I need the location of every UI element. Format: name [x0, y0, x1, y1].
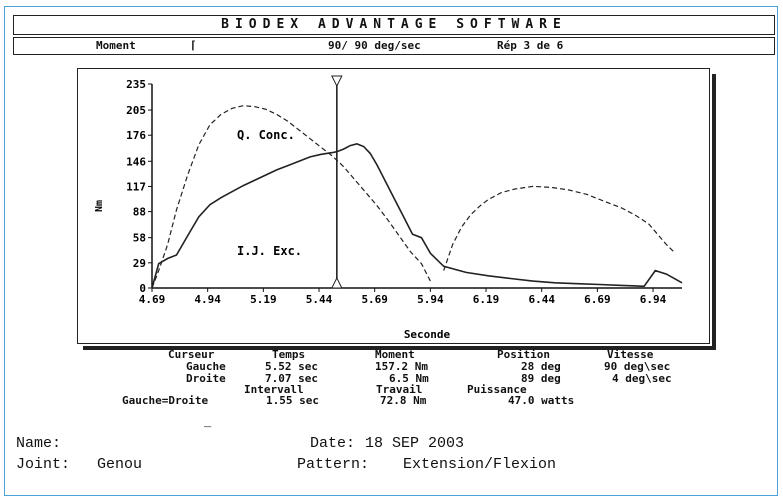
speed-value: 90/ 90 deg/sec: [328, 39, 421, 52]
x-tick-label-5.94: 5.94: [417, 293, 444, 306]
joint-value: Genou: [97, 456, 143, 473]
moment-label: Moment: [96, 39, 136, 52]
row-interval-puissance: 47.0 watts: [508, 394, 575, 407]
row-droite-temps: 7.07 sec: [265, 372, 318, 385]
series-line-2: [443, 185, 676, 271]
cursor-top-marker: [331, 75, 343, 88]
x-tick-label-4.94: 4.94: [194, 293, 221, 306]
col-header-temps: Temps: [272, 348, 306, 361]
chart-labels: 0 29 58 88 117 146 176 205 235 4.69 4.94 5.19 5.44 5.…: [94, 78, 667, 341]
row-gauche-temps: 5.52 sec: [265, 360, 318, 373]
name-redaction-mark: ¯: [204, 426, 212, 440]
col-header-intervall: Intervall: [244, 383, 304, 396]
joint-label: Joint:: [16, 456, 71, 473]
col-header-moment: Moment: [375, 348, 415, 361]
date-label: Date:: [310, 435, 356, 452]
y-tick-label-0: 0: [139, 282, 146, 295]
annotation-ij-exc: I.J. Exc.: [237, 244, 302, 258]
x-tick-label-6.44: 6.44: [528, 293, 555, 306]
row-gauche-vitesse: 90 deg\sec: [604, 360, 671, 373]
row-droite-label: Droite: [186, 372, 226, 385]
y-tick-label-117: 117: [126, 180, 146, 193]
app-title: BIODEX ADVANTAGE SOFTWARE: [13, 15, 775, 35]
x-tick-label-5.44: 5.44: [306, 293, 333, 306]
row-gauche-label: Gauche: [186, 360, 226, 373]
y-tick-label-146: 146: [126, 155, 146, 168]
date-value: 18 SEP 2003: [365, 435, 465, 452]
y-tick-label-58: 58: [133, 232, 146, 245]
y-axis-label: Nm: [94, 200, 105, 212]
x-axis-label: Seconde: [404, 328, 451, 341]
x-tick-label-6.69: 6.69: [584, 293, 611, 306]
series-line-1: [151, 143, 683, 289]
annotation-q-conc: Q. Conc.: [237, 128, 295, 142]
row-interval-temps: 1.55 sec: [266, 394, 319, 407]
x-tick-label-4.69: 4.69: [139, 293, 166, 306]
row-droite-position: 89 deg: [521, 372, 561, 385]
col-header-travail: Travail: [376, 383, 423, 396]
chart-series: [151, 75, 683, 289]
redacted-mark: ⌈: [190, 39, 197, 52]
chart-shadow: [83, 74, 716, 350]
y-tick-label-205: 205: [126, 104, 146, 117]
x-tick-label-6.94: 6.94: [640, 293, 667, 306]
rep-counter: Rép 3 de 6: [497, 39, 564, 52]
row-gauche-moment: 157.2 Nm: [375, 360, 428, 373]
pattern-label: Pattern:: [297, 456, 370, 473]
row-interval-label: Gauche=Droite: [122, 394, 209, 407]
name-label: Name:: [16, 435, 62, 452]
chart-axes: [148, 83, 682, 292]
row-gauche-position: 28 deg: [521, 360, 561, 373]
row-droite-moment: 6.5 Nm: [389, 372, 429, 385]
x-tick-label-5.19: 5.19: [250, 293, 277, 306]
y-tick-label-235: 235: [126, 78, 146, 91]
col-header-curseur: Curseur: [168, 348, 215, 361]
info-bar: Moment ⌈ 90/ 90 deg/sec Rép 3 de 6: [13, 37, 775, 55]
col-header-position: Position: [497, 348, 550, 361]
pattern-value: Extension/Flexion: [403, 456, 557, 473]
x-tick-label-6.19: 6.19: [473, 293, 500, 306]
cursor-bottom-marker: [331, 276, 343, 289]
x-tick-label-5.69: 5.69: [361, 293, 388, 306]
y-tick-label-29: 29: [133, 257, 146, 270]
y-tick-label-88: 88: [133, 206, 146, 219]
col-header-puissance: Puissance: [467, 383, 527, 396]
page-frame: [4, 6, 778, 496]
y-tick-label-176: 176: [126, 129, 146, 142]
row-interval-travail: 72.8 Nm: [380, 394, 427, 407]
col-header-vitesse: Vitesse: [607, 348, 654, 361]
chart-frame: [77, 68, 710, 344]
series-line-0: [151, 105, 431, 289]
row-droite-vitesse: 4 deg\sec: [612, 372, 672, 385]
